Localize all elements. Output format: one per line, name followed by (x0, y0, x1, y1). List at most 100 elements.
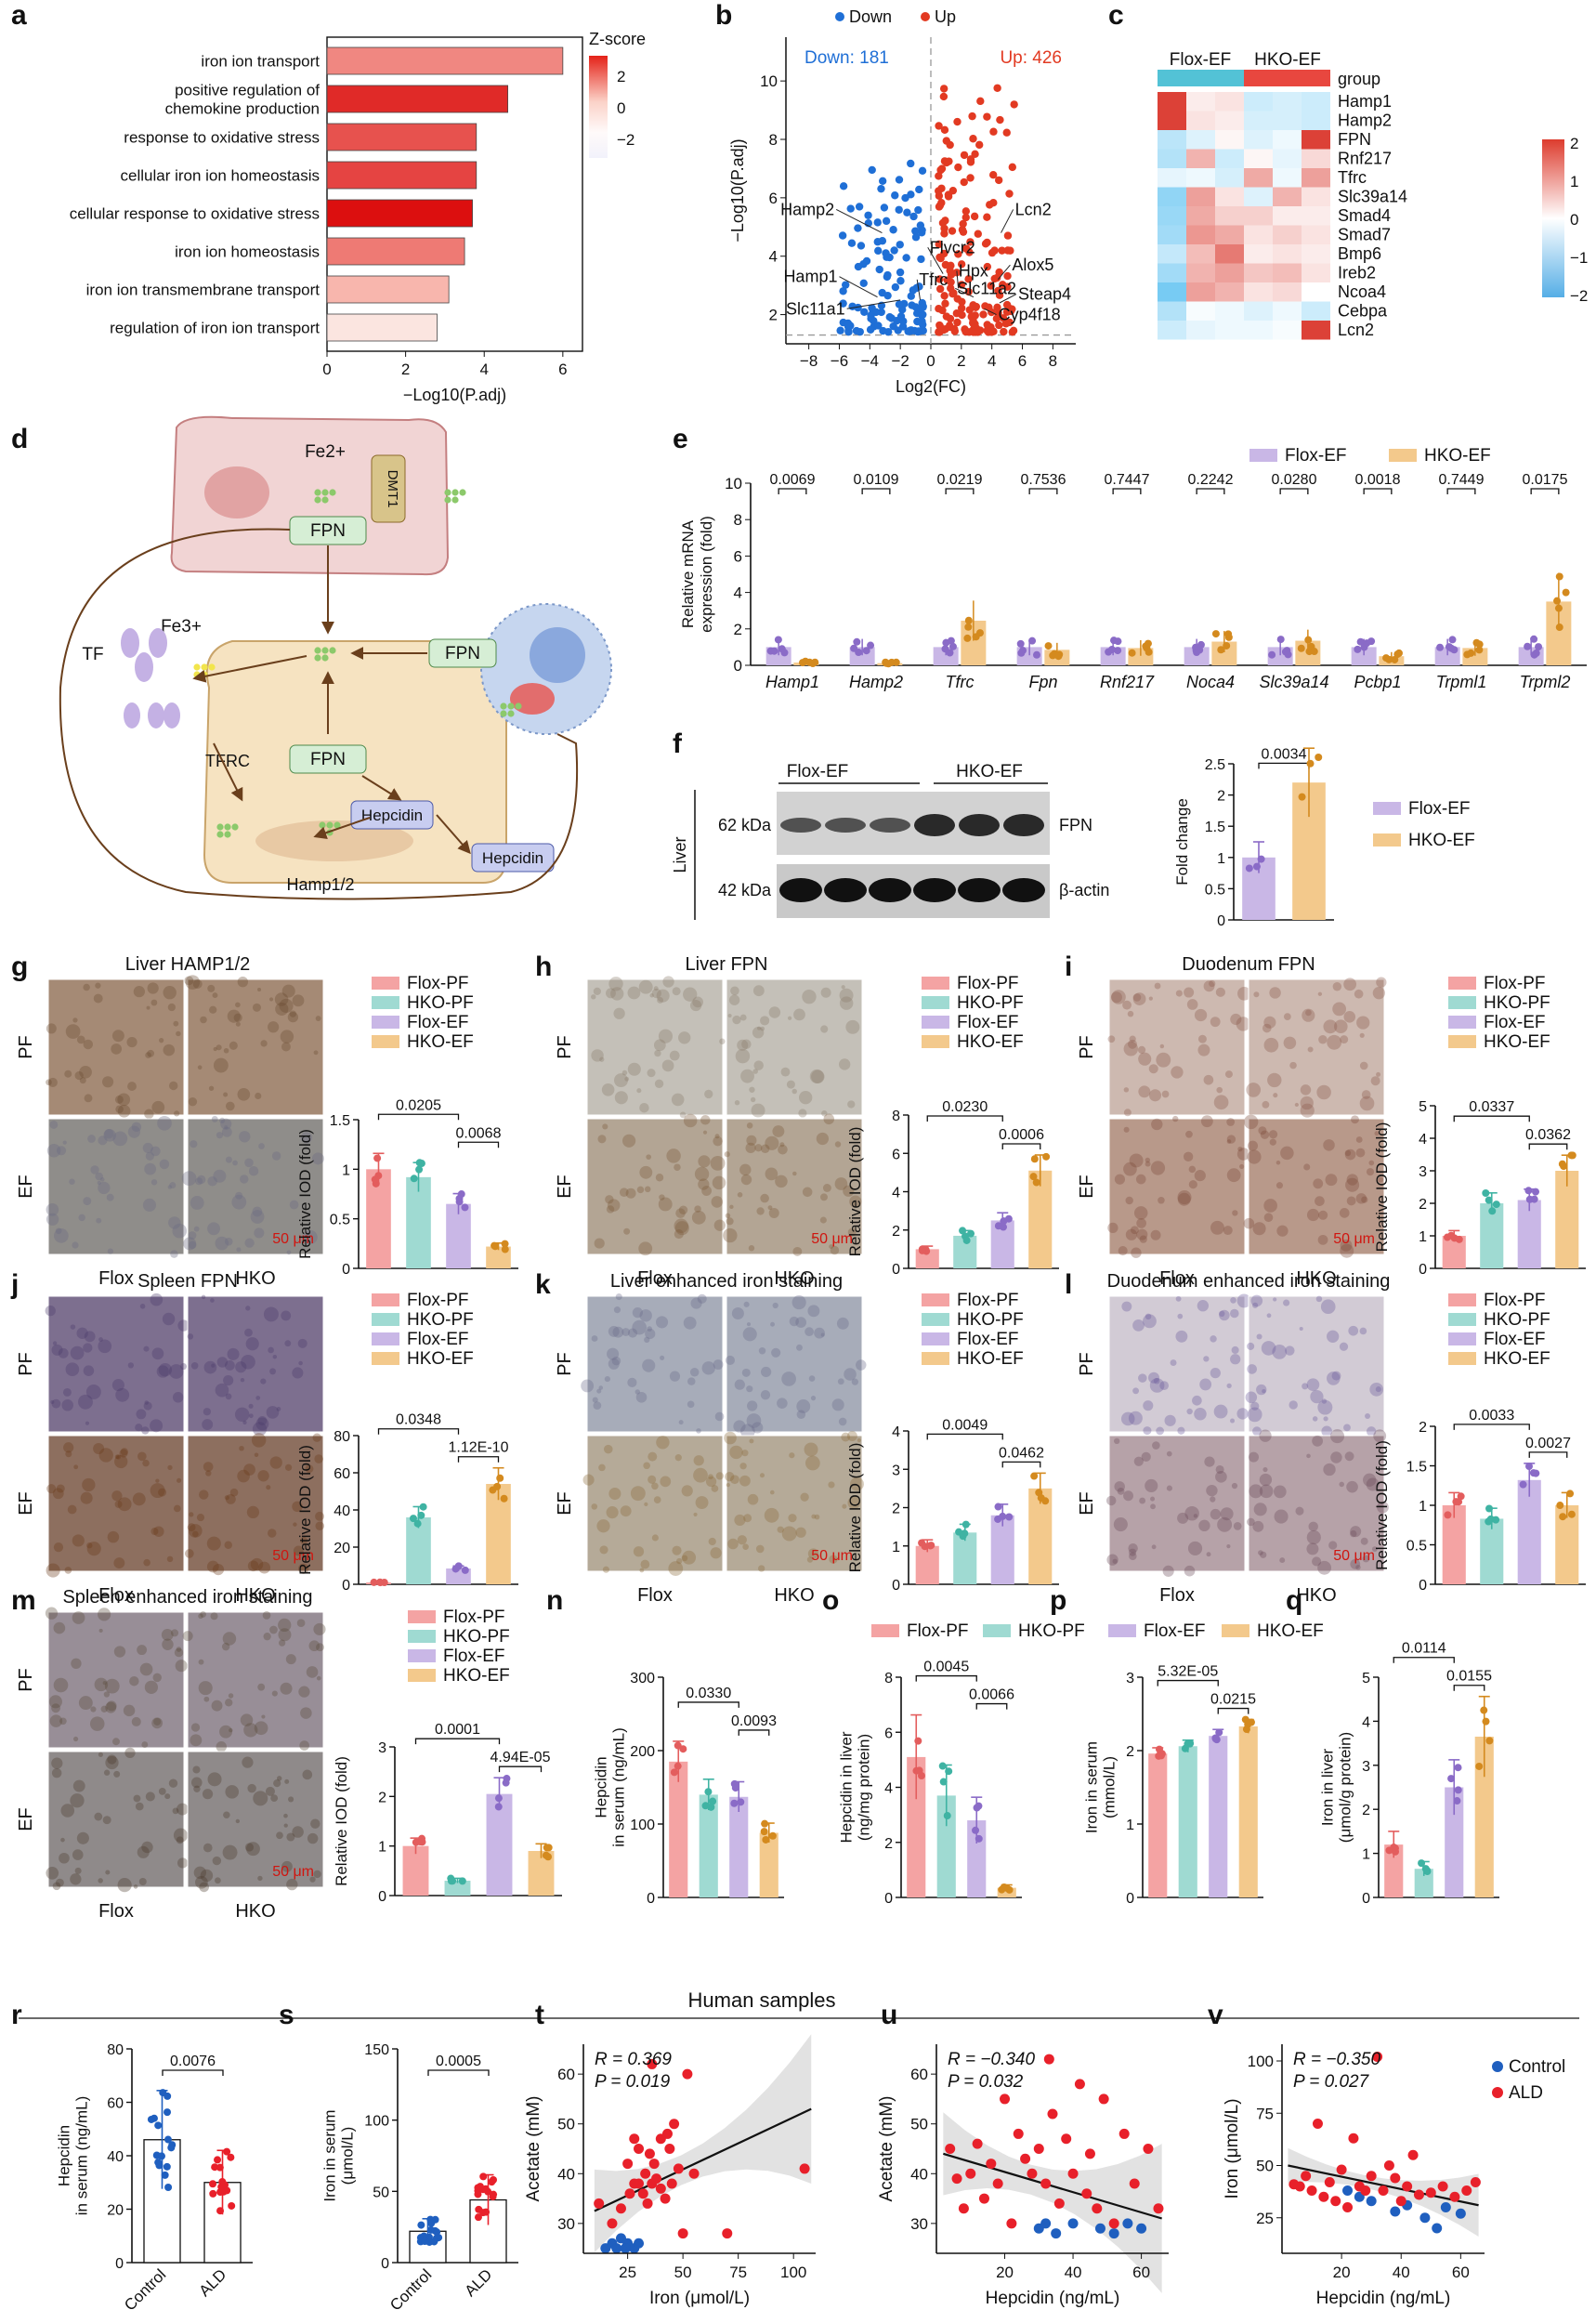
data-point (730, 1799, 739, 1807)
point-up (983, 262, 992, 271)
tissue-texture (614, 1073, 628, 1088)
tissue-texture (802, 989, 817, 1004)
tissue-texture (213, 1169, 227, 1183)
iron-particle (507, 702, 515, 710)
tissue-texture (172, 1392, 184, 1403)
micrograph-tile (1248, 1295, 1385, 1433)
legend-label: Control (1509, 2057, 1565, 2077)
y-tick-label: response to oxidative stress (124, 129, 320, 147)
tissue-texture (851, 1378, 858, 1385)
heatmap-cell (1244, 244, 1273, 264)
data-point (209, 2189, 217, 2198)
tissue-texture (262, 1611, 271, 1620)
data-point (1524, 642, 1532, 650)
tissue-texture (620, 1505, 632, 1517)
p-value: 0.0205 (396, 1097, 441, 1113)
confidence-band (594, 2034, 812, 2253)
x-tick-label: Trpml2 (1520, 673, 1571, 691)
heatmap-cell (1186, 92, 1215, 112)
heatmap-cell (1186, 187, 1215, 206)
col-label-flox: Flox (637, 1585, 673, 1606)
tissue-texture (51, 1767, 62, 1778)
point-down (877, 184, 885, 193)
tissue-texture (199, 1882, 209, 1893)
tissue-texture (168, 1778, 178, 1788)
micrograph-tile (47, 978, 185, 1116)
tissue-texture (598, 1463, 606, 1472)
y-axis-label: Relative IOD (fold) (1373, 1122, 1391, 1253)
tissue-texture (660, 1476, 672, 1488)
x-tick-label: −8 (800, 352, 818, 370)
point-down (847, 239, 857, 247)
tissue-texture (771, 1347, 781, 1358)
y-tick-label: 50 (910, 2116, 928, 2133)
tissue-texture (749, 1086, 755, 1093)
tissue-texture (1145, 1161, 1151, 1167)
tissue-texture (1355, 1193, 1367, 1204)
data-point (1554, 604, 1563, 612)
tissue-texture (272, 1354, 278, 1359)
mw-label: 42 kDa (718, 881, 772, 899)
tissue-texture (98, 1181, 111, 1195)
data-point (1447, 644, 1456, 652)
tissue-texture (759, 1473, 765, 1478)
tissue-texture (671, 1093, 685, 1107)
ald-point (1437, 2181, 1448, 2192)
tissue-texture (1153, 1377, 1160, 1385)
tissue-texture (1273, 1297, 1277, 1302)
tissue-texture (258, 1561, 271, 1574)
tissue-texture (1216, 1086, 1223, 1094)
tissue-texture (1343, 978, 1357, 991)
heatmap-cell (1244, 149, 1273, 168)
tissue-texture (683, 987, 698, 1002)
y-tick-label: 2 (734, 621, 742, 638)
tissue-texture (1132, 1319, 1145, 1332)
data-point (1155, 1752, 1163, 1760)
point-up (935, 275, 944, 283)
tissue-texture (724, 1151, 730, 1158)
point-up (939, 92, 948, 101)
tissue-texture (705, 1476, 717, 1488)
legend-label: HKO-PF (1018, 1621, 1085, 1641)
micrograph-tile (187, 978, 324, 1116)
point-up (953, 318, 962, 327)
panel-title-k: Liver enhanced iron staining (610, 1271, 843, 1292)
tissue-texture (1261, 1341, 1276, 1356)
tissue-texture (55, 1878, 64, 1887)
tissue-texture (62, 1388, 72, 1397)
tissue-texture (65, 1450, 72, 1458)
legend-label: HKO-EF (1484, 1349, 1550, 1369)
tissue-texture (211, 1363, 216, 1368)
tissue-texture (278, 1618, 292, 1633)
tissue-texture (56, 1484, 65, 1493)
legend-label: Flox-EF (957, 1013, 1019, 1032)
tissue-texture (311, 1152, 324, 1165)
tissue-texture (689, 1368, 700, 1377)
bar (1184, 647, 1210, 665)
tissue-texture (1154, 982, 1161, 990)
tissue-texture (1123, 1042, 1139, 1057)
transferrin (121, 628, 139, 658)
actin-band (1002, 878, 1045, 902)
tissue-texture (70, 1324, 76, 1330)
tissue-texture (1246, 1083, 1262, 1097)
ald-point (1084, 2148, 1095, 2159)
tissue-texture (1128, 1542, 1138, 1554)
tissue-texture (695, 1496, 709, 1510)
iron-particle (507, 710, 515, 717)
tissue-texture (768, 1207, 779, 1218)
p-value: 0.0045 (923, 1660, 969, 1675)
tissue-texture (727, 1014, 732, 1018)
tissue-texture (1150, 1229, 1161, 1240)
tissue-texture (1259, 1484, 1274, 1499)
point-up (962, 244, 971, 253)
tissue-texture (615, 1293, 622, 1301)
tissue-texture (1359, 1032, 1365, 1038)
pathway-arrow (192, 655, 307, 683)
point-up (947, 284, 955, 293)
y-tick-label: 2 (892, 1224, 900, 1240)
tissue-texture (1360, 1537, 1368, 1545)
